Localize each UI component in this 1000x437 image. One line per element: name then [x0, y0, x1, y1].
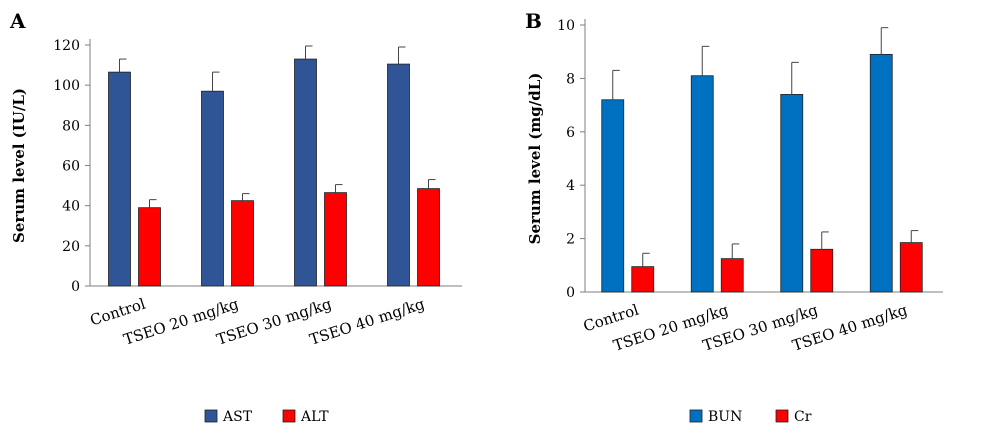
chart-a-y-tick-label: 60: [62, 159, 80, 175]
chart-b-panel-label: B: [525, 9, 542, 33]
chart-b-legend-swatch-bun: [689, 409, 703, 423]
chart-b-y-tick-label: 10: [557, 18, 575, 34]
chart-b-y-tick-label: 2: [566, 232, 575, 248]
chart-panel-b: B Serum level (mg/dL) 0 2 4 6 8 10 Control TSEO 2…: [500, 0, 1000, 433]
chart-b-y-tick-label: 4: [566, 178, 575, 194]
chart-a-y-tick-label: 40: [62, 199, 80, 215]
chart-a-y-axis-label: Serum level (IU/L): [10, 88, 28, 243]
chart-b-bar-cr: [899, 242, 923, 293]
chart-b-bar-bun: [869, 53, 893, 293]
chart-a-y-tick-label: 120: [53, 38, 80, 54]
chart-a-panel-label: A: [9, 9, 26, 33]
chart-b-y-tick-label: 8: [566, 71, 575, 87]
chart-panel-a: A Serum level (IU/L) 0 20 40 60 80 100 120 Contro…: [0, 0, 500, 433]
chart-b-legend-swatch-cr: [775, 409, 789, 423]
chart-b-legend-label-bun: BUN: [708, 409, 742, 425]
chart-a-y-tick-label: 80: [62, 118, 80, 134]
chart-b-bar-cr: [631, 266, 655, 293]
chart-a-bar-ast: [201, 90, 224, 287]
chart-a-bar-alt: [324, 192, 347, 287]
chart-b-y-tick-label: 0: [566, 285, 575, 301]
chart-b-y-axis-label: Serum level (mg/dL): [526, 73, 544, 245]
chart-a-legend-label-ast: AST: [222, 409, 253, 425]
chart-a-y-tick-label: 20: [62, 239, 80, 255]
chart-b-bar-bun: [780, 94, 804, 293]
chart-a-y-tick-label: 100: [53, 78, 80, 94]
chart-b-y-tick-label: 6: [566, 125, 575, 141]
chart-a-legend-swatch-ast: [204, 409, 218, 423]
chart-a-bar-ast: [387, 63, 410, 287]
chart-a-svg: A Serum level (IU/L) 0 20 40 60 80 100 120 Contro…: [9, 9, 462, 425]
chart-a-x-tick-label: Control: [88, 295, 148, 330]
chart-a-bar-ast: [294, 58, 317, 287]
chart-a-y-tick-label: 0: [71, 279, 80, 295]
chart-b-bar-bun: [601, 99, 625, 293]
chart-b-bar-cr: [810, 248, 834, 293]
chart-a-legend-label-alt: ALT: [300, 409, 329, 425]
chart-a-bar-ast: [108, 71, 131, 287]
chart-b-bar-bun: [690, 75, 714, 293]
chart-a-bar-alt: [138, 207, 161, 287]
chart-a-legend-swatch-alt: [282, 409, 296, 423]
chart-a-bar-alt: [231, 200, 254, 287]
chart-a-bar-alt: [417, 188, 440, 287]
chart-b-bar-cr: [720, 258, 744, 293]
chart-b-legend-label-cr: Cr: [794, 409, 812, 425]
